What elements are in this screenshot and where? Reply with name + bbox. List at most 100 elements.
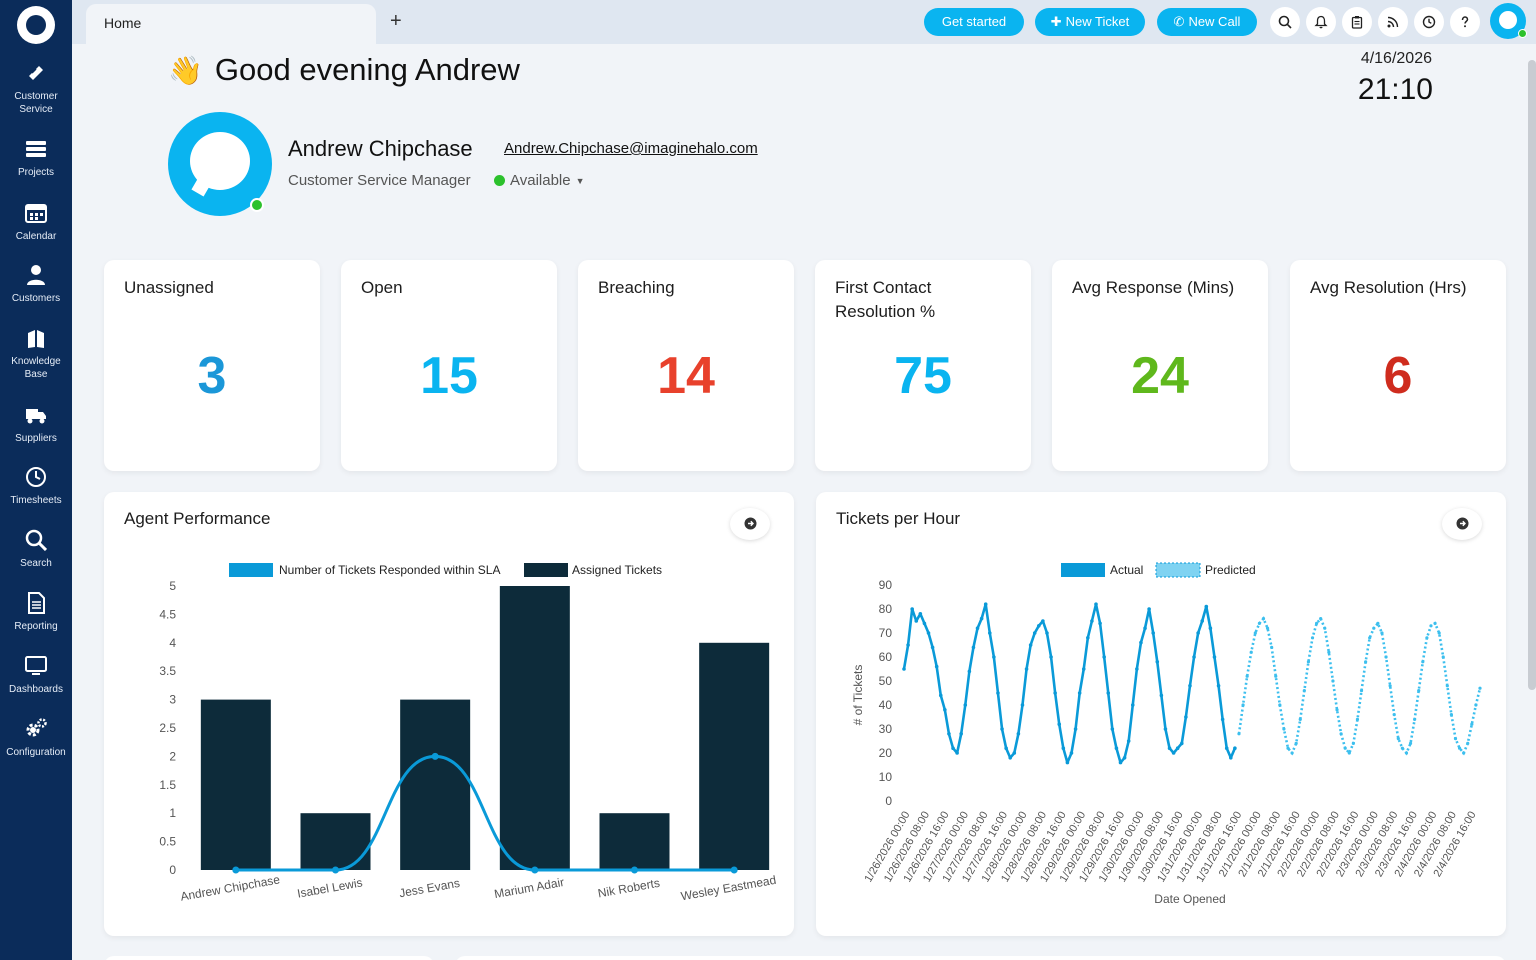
bar-assigned-tickets[interactable] (499, 586, 570, 870)
predicted-point[interactable] (1302, 689, 1306, 693)
predicted-point[interactable] (1343, 746, 1347, 750)
actual-point[interactable] (1061, 746, 1066, 750)
new-call-button[interactable]: ✆ New Call (1157, 8, 1257, 36)
actual-point[interactable] (992, 655, 996, 659)
help-button[interactable] (1450, 7, 1480, 37)
predicted-point[interactable] (1413, 717, 1417, 721)
actual-point[interactable] (1139, 640, 1143, 645)
predicted-point[interactable] (1388, 684, 1392, 688)
bar-assigned-tickets[interactable] (200, 699, 271, 870)
predicted-point[interactable] (1310, 636, 1315, 640)
new-ticket-button[interactable]: ✚ New Ticket (1035, 8, 1145, 36)
predicted-point[interactable] (1351, 741, 1355, 745)
predicted-point[interactable] (1392, 713, 1396, 717)
predicted-point[interactable] (1278, 703, 1282, 707)
notifications-button[interactable] (1306, 7, 1336, 37)
sla-point[interactable] (431, 752, 439, 760)
actual-point[interactable] (1212, 655, 1217, 659)
page-scrollbar[interactable] (1528, 60, 1536, 690)
actual-point[interactable] (1143, 626, 1147, 630)
predicted-point[interactable] (1384, 655, 1388, 659)
predicted-point[interactable] (1257, 621, 1262, 625)
actual-point[interactable] (1114, 746, 1119, 750)
predicted-point[interactable] (1470, 722, 1474, 726)
actual-point[interactable] (1130, 703, 1135, 707)
sidebar-item-suppliers[interactable]: Suppliers (0, 404, 72, 445)
actual-point[interactable] (1220, 717, 1225, 722)
actual-point[interactable] (1008, 756, 1013, 760)
actual-point[interactable] (979, 616, 984, 621)
stat-card[interactable]: Open 15 (341, 260, 557, 471)
actual-point[interactable] (1065, 760, 1070, 765)
history-button[interactable] (1414, 7, 1444, 37)
predicted-point[interactable] (1282, 727, 1286, 731)
predicted-point[interactable] (1347, 751, 1351, 755)
predicted-point[interactable] (1314, 621, 1319, 625)
predicted-point[interactable] (1327, 650, 1331, 654)
bar-assigned-tickets[interactable] (599, 813, 670, 870)
actual-point[interactable] (926, 631, 931, 635)
actual-point[interactable] (1069, 751, 1074, 755)
predicted-point[interactable] (1331, 679, 1335, 683)
predicted-point[interactable] (1270, 645, 1274, 649)
bar-assigned-tickets[interactable] (699, 642, 770, 870)
predicted-point[interactable] (1286, 746, 1290, 750)
actual-point[interactable] (1094, 602, 1098, 606)
actual-point[interactable] (1126, 739, 1131, 743)
actual-point[interactable] (1118, 760, 1123, 765)
actual-point[interactable] (975, 626, 980, 630)
predicted-point[interactable] (1335, 708, 1339, 712)
actual-point[interactable] (902, 667, 906, 671)
legend-swatch-sla[interactable] (229, 563, 273, 577)
sidebar-item-reporting[interactable]: Reporting (0, 592, 72, 633)
predicted-point[interactable] (1245, 674, 1249, 678)
actual-point[interactable] (1110, 727, 1115, 731)
actual-point[interactable] (1106, 691, 1111, 695)
tab-home[interactable]: Home (86, 4, 376, 44)
actual-point[interactable] (1057, 722, 1062, 726)
actual-point[interactable] (951, 746, 955, 750)
actual-point[interactable] (987, 631, 992, 635)
actual-point[interactable] (1090, 619, 1094, 623)
actual-point[interactable] (1028, 643, 1033, 647)
actual-point[interactable] (1020, 703, 1025, 707)
stat-card[interactable]: Unassigned 3 (104, 260, 320, 471)
predicted-point[interactable] (1319, 617, 1323, 621)
predicted-point[interactable] (1372, 626, 1376, 630)
predicted-point[interactable] (1441, 655, 1445, 659)
sla-point[interactable] (332, 866, 339, 874)
actual-point[interactable] (1032, 631, 1037, 635)
actual-point[interactable] (1041, 619, 1045, 623)
actual-point[interactable] (918, 612, 923, 616)
actual-point[interactable] (1077, 691, 1082, 695)
actual-point[interactable] (1167, 746, 1172, 750)
actual-point[interactable] (1208, 626, 1213, 630)
sla-point[interactable] (232, 866, 240, 874)
predicted-point[interactable] (1368, 636, 1372, 640)
availability-dropdown[interactable]: Available ▼ (494, 172, 585, 189)
sla-point[interactable] (531, 866, 539, 874)
bar-assigned-tickets[interactable] (300, 813, 371, 870)
actual-point[interactable] (1188, 684, 1192, 688)
actual-point[interactable] (1184, 715, 1188, 719)
halo-logo[interactable] (17, 6, 55, 44)
predicted-point[interactable] (1376, 621, 1380, 625)
stat-card[interactable]: Avg Resolution (Hrs) 6 (1290, 260, 1506, 471)
actual-point[interactable] (971, 645, 976, 650)
sidebar-item-calendar[interactable]: Calendar (0, 202, 72, 243)
predicted-point[interactable] (1274, 674, 1278, 678)
feed-button[interactable] (1378, 7, 1408, 37)
actual-point[interactable] (963, 703, 968, 707)
add-tab-button[interactable]: + (390, 10, 402, 32)
actual-point[interactable] (947, 732, 951, 736)
actual-point[interactable] (1200, 619, 1205, 623)
predicted-point[interactable] (1429, 624, 1433, 628)
actual-point[interactable] (1151, 631, 1155, 635)
actual-point[interactable] (1024, 667, 1029, 671)
predicted-point[interactable] (1261, 617, 1266, 621)
actual-point[interactable] (1135, 667, 1139, 671)
actual-point[interactable] (1081, 667, 1086, 671)
actual-point[interactable] (996, 691, 1000, 695)
actual-point[interactable] (983, 602, 988, 606)
actual-point[interactable] (1000, 727, 1004, 731)
